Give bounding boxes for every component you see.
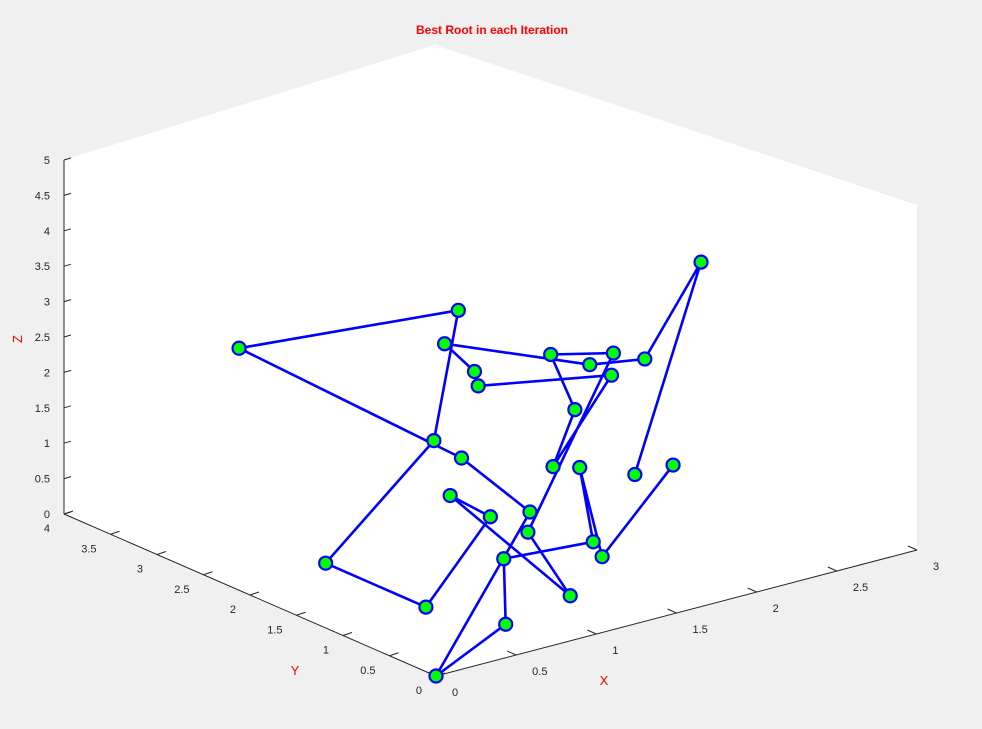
z-tick-label: 3.5 bbox=[35, 261, 50, 273]
z-tick-mark bbox=[63, 334, 72, 338]
z-tick-mark bbox=[63, 192, 72, 196]
z-axis-label: Z bbox=[10, 335, 25, 343]
y-tick-label: 3.5 bbox=[81, 543, 96, 555]
data-point bbox=[436, 336, 453, 352]
data-point bbox=[665, 457, 681, 473]
data-point bbox=[231, 340, 247, 356]
data-point bbox=[582, 357, 598, 373]
y-axis-label: Y bbox=[291, 663, 300, 678]
y-tick-label: 3 bbox=[137, 564, 143, 576]
z-tick-label: 2 bbox=[44, 367, 50, 379]
data-point bbox=[585, 534, 601, 550]
y-tick-label: 4 bbox=[44, 523, 50, 535]
data-point bbox=[428, 668, 444, 684]
x-ticks: 0 0.5 1 1.5 2 2.5 3 bbox=[426, 545, 939, 699]
data-point bbox=[520, 524, 536, 540]
z-tick-label: 4.5 bbox=[35, 190, 50, 202]
x-tick-mark bbox=[667, 608, 677, 614]
x-tick-label: 0.5 bbox=[532, 666, 547, 678]
z-tick-label: 3 bbox=[44, 297, 50, 309]
x-tick-label: 2.5 bbox=[853, 582, 868, 594]
z-tick-mark bbox=[63, 299, 72, 303]
z-tick-mark bbox=[63, 228, 72, 232]
x-tick-label: 1.5 bbox=[693, 624, 708, 636]
y-ticks: 0 0.5 1 1.5 2 2.5 3 3.5 4 bbox=[44, 510, 446, 697]
x-tick-label: 2 bbox=[773, 603, 779, 615]
data-point bbox=[567, 402, 583, 418]
y-tick-label: 1.5 bbox=[267, 624, 282, 636]
x-axis-label: X bbox=[600, 673, 609, 688]
series-markers bbox=[231, 254, 709, 684]
data-point bbox=[470, 378, 486, 394]
axes-back-face bbox=[64, 45, 917, 676]
y-tick-label: 0.5 bbox=[360, 665, 375, 677]
y-tick-mark bbox=[63, 510, 74, 515]
y-tick-mark bbox=[110, 530, 120, 535]
z-tick-label: 2.5 bbox=[35, 332, 50, 344]
x-tick-mark bbox=[827, 566, 838, 572]
y-tick-label: 0 bbox=[416, 685, 422, 697]
data-point bbox=[605, 345, 621, 361]
z-tick-mark bbox=[63, 440, 72, 444]
y-tick-mark bbox=[296, 611, 306, 616]
z-tick-label: 1 bbox=[44, 438, 50, 450]
chart-title: Best Root in each Iteration bbox=[416, 23, 568, 37]
data-point bbox=[693, 254, 709, 270]
x-tick-mark bbox=[506, 650, 517, 656]
data-point bbox=[318, 555, 334, 571]
y-tick-mark bbox=[389, 652, 399, 657]
z-tick-mark bbox=[63, 263, 72, 267]
z-tick-label: 4 bbox=[44, 226, 50, 238]
data-point bbox=[496, 551, 512, 567]
data-point bbox=[450, 302, 466, 318]
x-tick-label: 3 bbox=[933, 561, 939, 573]
z-tick-label: 1.5 bbox=[35, 403, 50, 415]
y-tick-mark bbox=[203, 571, 213, 576]
y-tick-label: 1 bbox=[323, 645, 329, 657]
x-tick-label: 1 bbox=[612, 645, 618, 657]
z-tick-label: 0 bbox=[44, 509, 50, 521]
z-tick-mark bbox=[63, 405, 72, 409]
data-point bbox=[453, 450, 470, 466]
z-tick-mark bbox=[63, 369, 72, 373]
y-tick-label: 2 bbox=[230, 604, 236, 616]
data-point bbox=[522, 504, 538, 520]
z-tick-label: 0.5 bbox=[35, 474, 50, 486]
z-tick-mark bbox=[63, 476, 72, 480]
data-point bbox=[637, 351, 653, 367]
y-tick-mark bbox=[156, 551, 167, 555]
y-tick-label: 2.5 bbox=[174, 584, 189, 596]
x-tick-label: 0 bbox=[452, 687, 458, 699]
z-tick-mark bbox=[63, 157, 72, 161]
data-point bbox=[466, 363, 483, 380]
data-point bbox=[594, 549, 610, 565]
data-point bbox=[545, 459, 561, 475]
data-point bbox=[426, 432, 442, 449]
y-tick-mark bbox=[249, 591, 260, 596]
x-tick-mark bbox=[747, 587, 757, 593]
x-tick-mark bbox=[907, 545, 918, 551]
x-tick-mark bbox=[587, 629, 597, 635]
data-point bbox=[562, 588, 578, 604]
data-point bbox=[482, 509, 498, 525]
data-point bbox=[442, 487, 458, 504]
data-point bbox=[603, 367, 620, 383]
data-point bbox=[543, 346, 559, 363]
data-point bbox=[498, 616, 514, 632]
data-point bbox=[627, 466, 643, 483]
y-tick-mark bbox=[342, 632, 353, 636]
data-point bbox=[572, 459, 588, 476]
z-tick-label: 5 bbox=[44, 155, 50, 167]
data-point bbox=[418, 599, 434, 615]
